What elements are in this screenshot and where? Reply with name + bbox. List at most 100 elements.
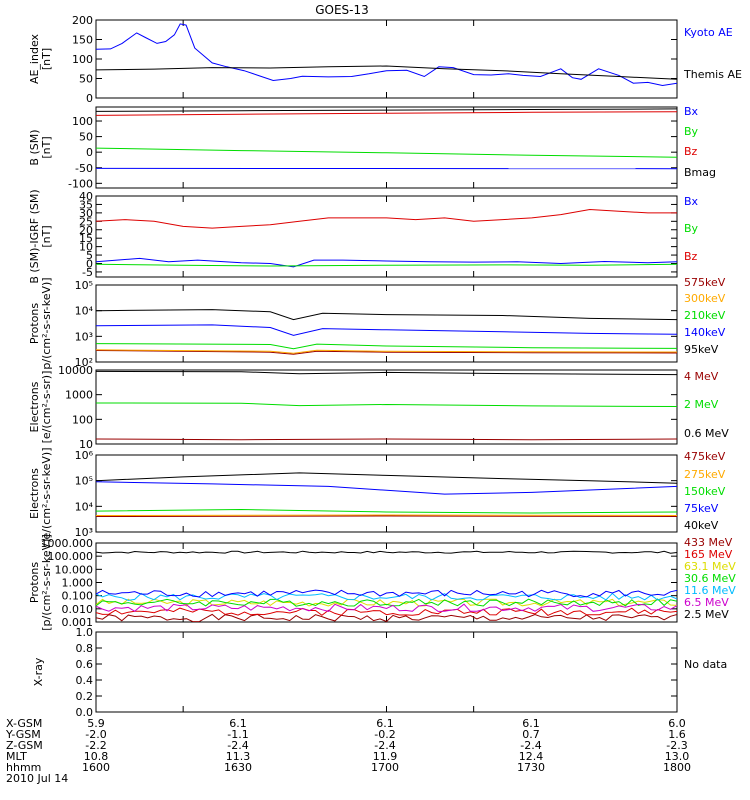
legend-entry: Bx	[684, 195, 699, 208]
y-axis-label: AE_index	[28, 33, 41, 84]
series-line-0-6-mev	[96, 370, 677, 376]
legend-entry: 475keV	[684, 450, 726, 463]
series-line-bx	[96, 257, 677, 268]
x-axis-row-label: hhmm	[6, 761, 41, 774]
x-axis-value: -2.2	[85, 739, 106, 752]
y-tick-label: 10⁴	[75, 500, 94, 513]
y-tick-label: 25	[79, 215, 93, 228]
legend-entry: 210keV	[684, 309, 726, 322]
legend-entry: 4 MeV	[684, 370, 719, 383]
x-axis-value: 6.0	[668, 717, 686, 730]
y-tick-label: -5	[82, 266, 93, 279]
panel-frame	[95, 369, 678, 445]
y-tick-label: 10⁶	[75, 449, 94, 462]
y-tick-label: 0.8	[76, 642, 94, 655]
y-tick-label: 0.2	[76, 690, 94, 703]
no-data-note: No data	[684, 658, 727, 671]
y-tick-label: 150	[72, 34, 93, 47]
panel-frame	[95, 454, 678, 533]
legend-entry: 2.5 MeV	[684, 608, 729, 621]
legend-entry: 575keV	[684, 276, 726, 289]
series-group	[96, 208, 677, 268]
legend-entry: 275keV	[684, 468, 726, 481]
series-line-bmag	[96, 108, 677, 112]
series-line-4-mev	[96, 438, 677, 441]
series-line-575kev	[96, 350, 677, 355]
y-tick-label: 50	[79, 73, 93, 86]
legend-entry: 30.6 MeV	[684, 572, 736, 585]
y-axis-label: [e/(cm²-s-sr)]	[40, 371, 53, 444]
y-axis-label: [nT]	[40, 48, 53, 70]
series-line-2-mev	[96, 402, 677, 407]
legend-entry: 300keV	[684, 292, 726, 305]
y-axis-label: B (SM)	[28, 129, 41, 165]
series-line-trace	[96, 589, 677, 598]
legend-entry: 11.6 MeV	[684, 584, 736, 597]
panel-7: 0.0010.0100.1001.00010.000100.0001000.00…	[28, 534, 736, 631]
y-axis-label: X-ray	[32, 657, 45, 686]
panel-1: 0 50 100 150 200 AE_index [nT] Kyoto AE Themis A…	[28, 14, 742, 105]
y-tick-label: 35	[79, 198, 93, 211]
series-line-11-6-mev	[96, 592, 677, 601]
series-line-kyoto-ae	[96, 23, 677, 87]
series-line-6-5-mev	[96, 603, 677, 612]
series-line-275kev	[96, 514, 677, 516]
x-axis-value: 0.7	[522, 728, 540, 741]
x-axis-value: 12.4	[519, 750, 544, 763]
legend-entry: By	[684, 222, 699, 235]
legend-entry: 0.6 MeV	[684, 427, 729, 440]
x-axis-value: 6.1	[376, 717, 394, 730]
series-line-bz	[96, 208, 677, 229]
series-line-75kev	[96, 481, 677, 495]
legend-entry: Bmag	[684, 166, 716, 179]
y-axis-label: [p/(cm²-s-sr-keV)]	[40, 534, 53, 631]
y-tick-label: 0.010	[62, 603, 94, 616]
y-tick-label: 1000.000	[41, 537, 94, 550]
x-axis-value: 13.0	[665, 750, 690, 763]
x-axis-value: -2.4	[227, 739, 248, 752]
series-group	[96, 309, 677, 355]
series-line-433-mev	[96, 613, 677, 622]
series-line-300kev	[96, 349, 677, 354]
y-tick-label: 5	[86, 249, 93, 262]
y-tick-label: 0.100	[62, 590, 94, 603]
y-tick-label: 30	[79, 207, 93, 220]
legend-entry: 150keV	[684, 485, 726, 498]
y-tick-label: 15	[79, 232, 93, 245]
y-tick-label: 1.000	[62, 577, 94, 590]
series-line-themis-ae	[96, 65, 677, 80]
series-line-140kev	[96, 324, 677, 336]
y-tick-label: -50	[75, 162, 93, 175]
y-tick-label: 10³	[75, 526, 93, 539]
series-line-30-6-mev	[96, 598, 677, 607]
y-axis-label: B (SM)-IGRF (SM)	[28, 189, 41, 283]
y-tick-label: 10⁵	[75, 475, 93, 488]
legend-entry: 95keV	[684, 343, 719, 356]
y-tick-label: 200	[72, 14, 93, 27]
panel-frame	[95, 542, 678, 623]
y-tick-label: 10⁴	[75, 305, 94, 318]
x-axis-value: 5.9	[87, 717, 105, 730]
x-axis-value: 1600	[82, 761, 110, 774]
legend-entry: 6.5 MeV	[684, 596, 729, 609]
y-axis-label: Electrons	[28, 468, 41, 519]
y-tick-label: 10000	[58, 364, 93, 377]
y-axis-label: Electrons	[28, 381, 41, 432]
series-group	[96, 108, 677, 170]
x-axis-value: -2.3	[666, 739, 687, 752]
series-line-150kev	[96, 508, 677, 514]
series-line-2-5-mev	[96, 550, 677, 554]
x-axis-value: -2.4	[520, 739, 541, 752]
panel-5: 10 100 1000 10000 Electrons [e/(cm²-s-sr)] 4 M…	[28, 364, 729, 451]
figure-title: GOES-13	[315, 3, 369, 17]
y-axis-label: [nT]	[40, 225, 53, 247]
y-tick-label: 1000	[65, 389, 93, 402]
x-axis-value: 6.1	[229, 717, 247, 730]
y-tick-label: 0.4	[76, 674, 94, 687]
y-tick-label: 100	[72, 115, 93, 128]
y-tick-label: 0	[86, 258, 93, 271]
x-axis-value: -2.0	[85, 728, 106, 741]
y-axis-label: [nT]	[40, 136, 53, 158]
